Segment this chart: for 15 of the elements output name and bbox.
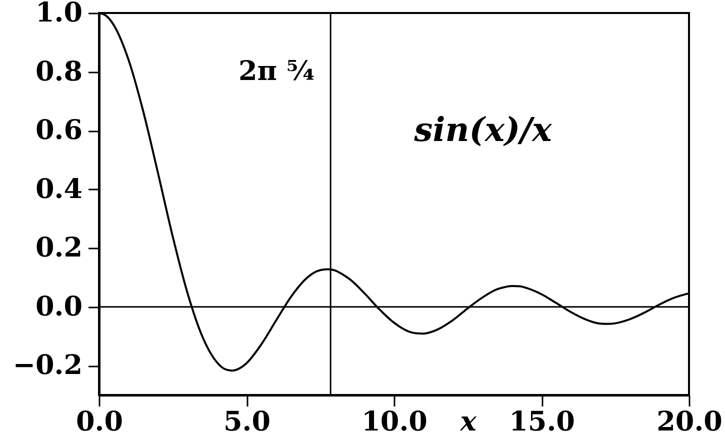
- x-tick-label: 0.0: [76, 406, 123, 438]
- x-tick-label: 15.0: [509, 406, 575, 438]
- y-tick-label: 0.4: [36, 174, 82, 205]
- x-axis-title: x: [459, 406, 478, 438]
- y-tick-label: 1.0: [36, 0, 82, 28]
- y-tick-label: 0.6: [36, 115, 82, 146]
- y-tick-label: 0.8: [36, 56, 82, 88]
- y-tick-label: 0.0: [36, 291, 82, 322]
- ref-line-label: 2π ⁵⁄₄: [238, 56, 315, 87]
- x-tick-label: 5.0: [224, 406, 270, 438]
- x-tick-label: 10.0: [362, 406, 428, 438]
- annotation: sin(x)/x: [413, 110, 552, 149]
- y-tick-label: 0.2: [36, 232, 82, 264]
- y-tick-label: −0.2: [12, 350, 82, 382]
- x-tick-label: 20.0: [656, 406, 722, 438]
